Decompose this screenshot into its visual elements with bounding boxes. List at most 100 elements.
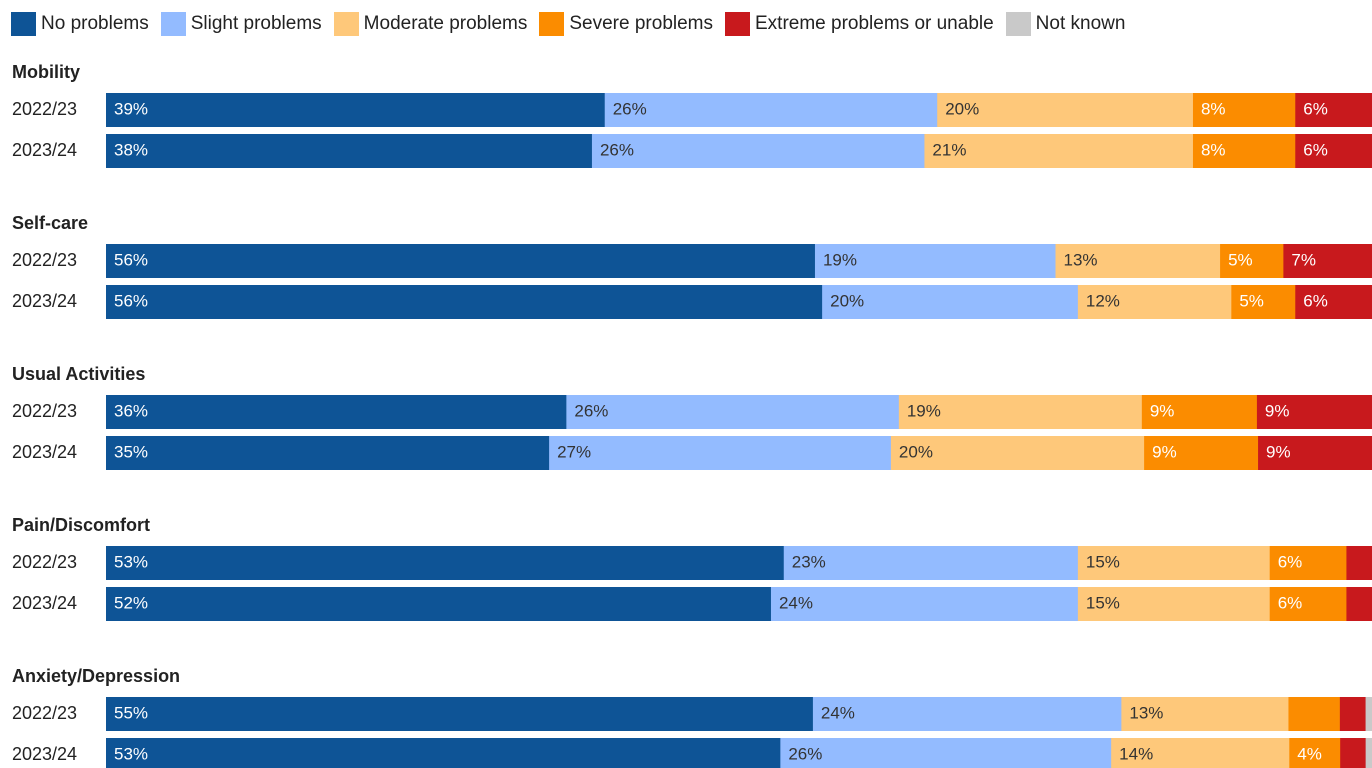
row-label: 2022/23 — [12, 703, 77, 723]
data-label: 26% — [613, 99, 647, 118]
data-label: 19% — [907, 401, 941, 420]
legend-label: Moderate problems — [363, 13, 528, 34]
bar-segment — [106, 587, 772, 621]
bar-segment — [1121, 697, 1289, 731]
bar-segment — [1365, 697, 1372, 731]
legend-label: Slight problems — [190, 13, 322, 34]
data-label: 39% — [114, 99, 148, 118]
data-label: 6% — [1303, 140, 1328, 159]
bar-segment — [780, 738, 1112, 768]
data-label: 35% — [114, 442, 148, 461]
data-label: 38% — [114, 140, 148, 159]
legend-swatch — [11, 12, 36, 36]
group-title: Anxiety/Depression — [12, 666, 180, 686]
data-label: 13% — [1064, 250, 1098, 269]
bar-segment — [814, 244, 1056, 278]
bar-segment — [1192, 93, 1296, 127]
row-label: 2023/24 — [12, 442, 77, 462]
bar-segment — [591, 134, 925, 168]
data-label: 27% — [557, 442, 591, 461]
row-label: 2022/23 — [12, 250, 77, 270]
data-label: 56% — [114, 291, 148, 310]
bar-segment — [1077, 546, 1271, 580]
legend-label: Not known — [1035, 13, 1126, 34]
bar-segment — [1346, 587, 1372, 621]
group-title: Self-care — [12, 213, 88, 233]
bar-segment — [1295, 285, 1372, 319]
data-label: 6% — [1278, 593, 1303, 612]
bar-segment — [1295, 134, 1372, 168]
group-title: Mobility — [12, 62, 80, 82]
legend-label: Extreme problems or unable — [755, 13, 994, 34]
bar-segment — [1144, 436, 1259, 470]
legend: No problems Slight problems Moderate probl… — [11, 12, 1137, 36]
bar-segment — [106, 395, 567, 429]
bar-segment — [106, 285, 823, 319]
bar-segment — [106, 738, 781, 768]
legend-item: Moderate problems — [333, 12, 528, 36]
data-label: 53% — [114, 744, 148, 763]
row-label: 2023/24 — [12, 593, 77, 613]
data-label: 8% — [1201, 140, 1226, 159]
data-label: 36% — [114, 401, 148, 420]
data-label: 20% — [899, 442, 933, 461]
bar-segment — [1295, 93, 1372, 127]
legend-item: Severe problems — [539, 12, 713, 36]
row-label: 2023/24 — [12, 291, 77, 311]
bar-segment — [1258, 436, 1372, 470]
bar-segment — [1256, 395, 1372, 429]
bar-segment — [106, 244, 816, 278]
data-label: 6% — [1303, 99, 1328, 118]
bar-segment — [783, 546, 1079, 580]
data-label: 20% — [830, 291, 864, 310]
legend-item: No problems — [11, 12, 149, 36]
group-title: Usual Activities — [12, 364, 145, 384]
legend-swatch — [725, 12, 750, 36]
data-label: 53% — [114, 552, 148, 571]
bar-segment — [770, 587, 1079, 621]
bar-segment — [1192, 134, 1296, 168]
data-label: 26% — [600, 140, 634, 159]
legend-swatch — [1005, 12, 1031, 36]
group-title: Pain/Discomfort — [12, 515, 150, 535]
row-label: 2022/23 — [12, 401, 77, 421]
bar-segment — [604, 93, 938, 127]
bar-segment — [1111, 738, 1290, 768]
bar-segment — [106, 134, 593, 168]
data-label: 24% — [821, 703, 855, 722]
bar-segment — [1346, 546, 1372, 580]
bar-segment — [1269, 587, 1347, 621]
bar-segment — [1141, 395, 1258, 429]
row-label: 2022/23 — [12, 552, 77, 572]
legend-item: Extreme problems or unable — [725, 12, 994, 36]
bar-segment — [924, 134, 1194, 168]
data-label: 6% — [1303, 291, 1328, 310]
bar-segment — [106, 436, 550, 470]
data-label: 6% — [1278, 552, 1303, 571]
bar-segment — [106, 546, 785, 580]
row-label: 2023/24 — [12, 744, 77, 764]
data-label: 13% — [1129, 703, 1163, 722]
data-label: 5% — [1228, 250, 1253, 269]
bar-segment — [890, 436, 1145, 470]
legend-swatch — [333, 12, 359, 36]
row-label: 2022/23 — [12, 99, 77, 119]
data-label: 9% — [1150, 401, 1175, 420]
data-label: 14% — [1119, 744, 1153, 763]
data-label: 23% — [792, 552, 826, 571]
data-label: 19% — [823, 250, 857, 269]
data-label: 15% — [1086, 593, 1120, 612]
data-label: 26% — [574, 401, 608, 420]
data-label: 9% — [1152, 442, 1177, 461]
bar-segment — [1288, 697, 1341, 731]
bar-segment — [937, 93, 1194, 127]
legend-label: No problems — [41, 13, 149, 34]
bar-segment — [566, 395, 900, 429]
data-label: 21% — [932, 140, 966, 159]
legend-item: Not known — [1005, 12, 1126, 36]
data-label: 8% — [1201, 99, 1226, 118]
data-label: 56% — [114, 250, 148, 269]
bar-segment — [549, 436, 892, 470]
bar-segment — [106, 93, 606, 127]
